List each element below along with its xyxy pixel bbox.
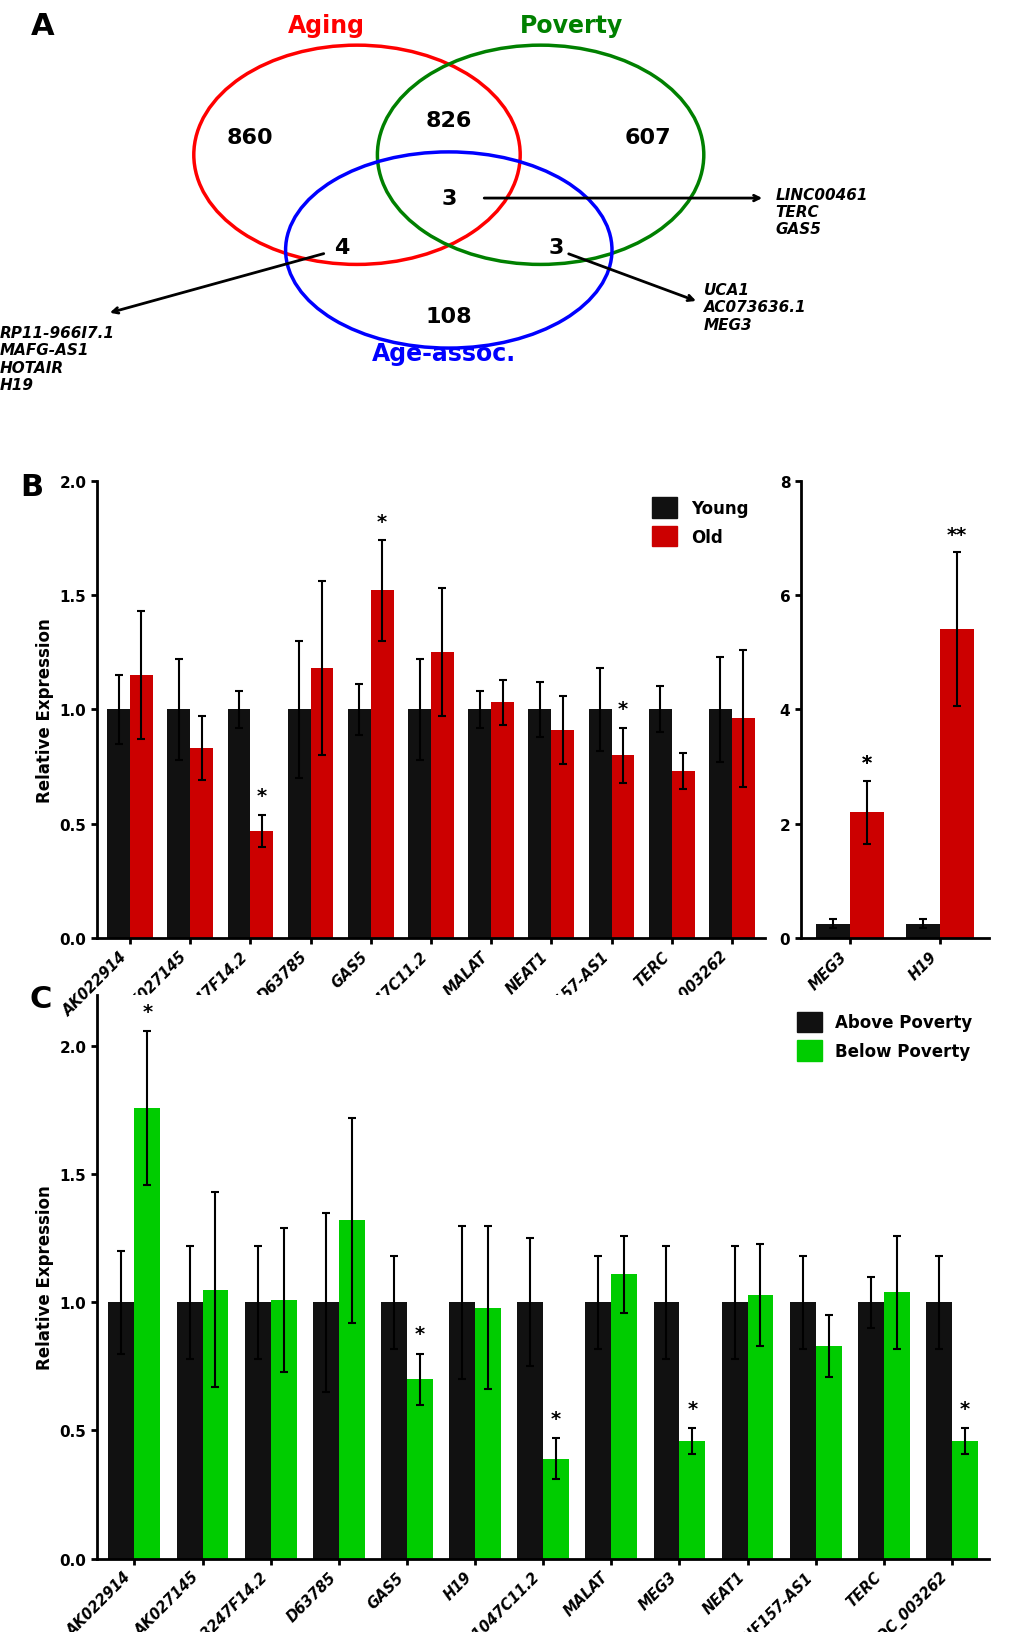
Text: *: * [861,754,871,774]
Bar [585,1302,610,1559]
Bar [517,1302,542,1559]
Bar [475,1307,500,1559]
Legend: Young, Old: Young, Old [644,490,756,555]
Bar [815,1346,841,1559]
Y-axis label: Relative Expression: Relative Expression [36,617,54,803]
Text: RP11-966I7.1
MAFG-AS1
HOTAIR
H19: RP11-966I7.1 MAFG-AS1 HOTAIR H19 [0,326,115,393]
Text: Age-assoc.: Age-assoc. [371,343,516,366]
Text: *: * [550,1408,560,1428]
Bar [347,710,370,938]
Bar [431,653,453,938]
Text: 607: 607 [624,129,671,149]
Bar [708,710,732,938]
Bar [468,710,491,938]
Bar [167,710,190,938]
Bar [611,756,634,938]
Bar [732,720,754,938]
Text: UCA1
AC073636.1
MEG3: UCA1 AC073636.1 MEG3 [703,282,806,333]
Bar [648,710,672,938]
Bar [905,924,940,938]
Text: *: * [861,754,871,774]
Text: *: * [257,787,267,806]
Legend: Above Poverty, Below Poverty: Above Poverty, Below Poverty [788,1004,980,1069]
Bar [672,772,694,938]
Bar [857,1302,882,1559]
Bar [135,1108,160,1559]
Bar [448,1302,475,1559]
Bar [491,703,514,938]
Bar [381,1302,407,1559]
Text: **: ** [946,526,966,543]
Bar [310,669,333,938]
Text: *: * [142,1002,152,1022]
Bar [408,710,430,938]
Bar [815,924,849,938]
Bar [287,710,310,938]
Text: Aging: Aging [287,13,365,38]
Y-axis label: Relative Expression: Relative Expression [36,1185,54,1369]
Bar [951,1441,977,1559]
Text: 3: 3 [440,189,457,209]
Bar [610,1275,637,1559]
Bar [679,1441,704,1559]
Bar [528,710,551,938]
Bar [190,749,213,938]
Bar [747,1294,772,1559]
Bar [588,710,611,938]
Bar [107,710,129,938]
Bar [370,591,393,938]
Bar [721,1302,747,1559]
Bar [542,1459,569,1559]
Bar [203,1289,228,1559]
Bar [227,710,250,938]
Text: A: A [31,11,54,41]
Text: C: C [30,984,52,1013]
Bar [108,1302,135,1559]
Text: *: * [377,512,387,532]
Bar [882,1293,909,1559]
Bar [407,1379,432,1559]
Bar [250,831,273,938]
Bar [129,676,153,938]
Text: 3: 3 [547,238,564,258]
Bar [551,731,574,938]
Bar [925,1302,951,1559]
Bar [338,1221,365,1559]
Bar [176,1302,203,1559]
Text: B: B [20,472,43,501]
Text: 108: 108 [425,307,472,326]
Bar [270,1301,297,1559]
Bar [653,1302,679,1559]
Bar [789,1302,815,1559]
Text: *: * [415,1325,425,1343]
Text: *: * [687,1399,697,1418]
Text: 860: 860 [226,129,273,149]
Text: *: * [618,700,628,720]
Bar [940,630,973,938]
Text: Poverty: Poverty [519,13,623,38]
Text: 826: 826 [425,111,472,131]
Text: LINC00461
TERC
GAS5: LINC00461 TERC GAS5 [774,188,867,237]
Text: 4: 4 [333,238,350,258]
Text: *: * [959,1399,969,1418]
Bar [849,813,883,938]
Bar [245,1302,270,1559]
Bar [313,1302,338,1559]
